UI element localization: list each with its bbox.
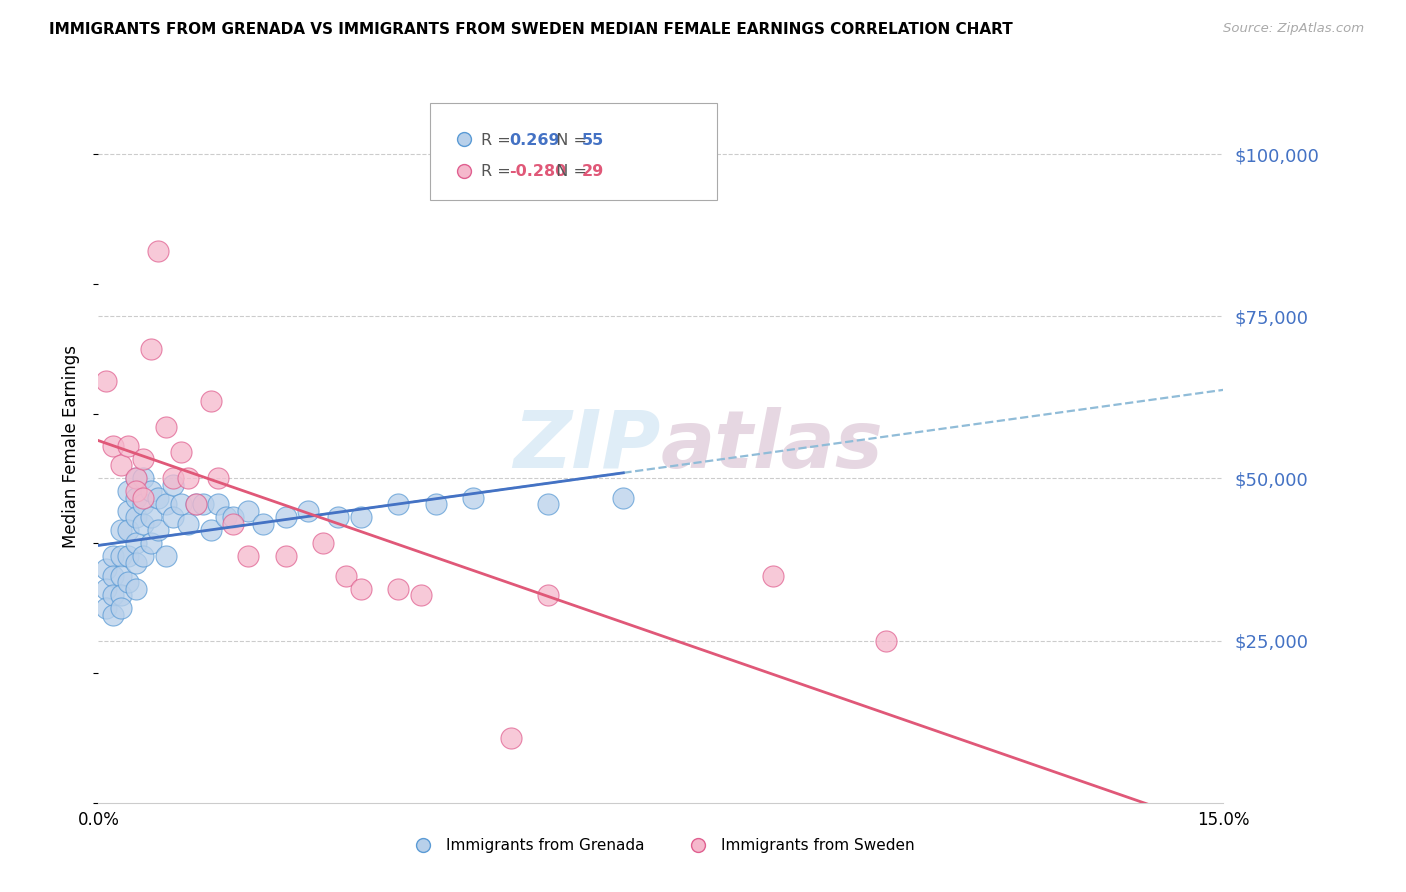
Point: [110, 568, 132, 582]
Point: [103, 607, 125, 622]
Point: [148, 491, 170, 505]
Point: [117, 484, 139, 499]
Text: N =: N =: [546, 164, 592, 179]
Text: R =: R =: [481, 164, 516, 179]
Point: [132, 516, 155, 531]
Point: [155, 419, 177, 434]
Point: [297, 504, 319, 518]
Point: [238, 549, 260, 564]
Point: [110, 524, 132, 538]
Point: [200, 393, 222, 408]
Point: [125, 556, 148, 570]
Point: [103, 568, 125, 582]
Text: R =: R =: [481, 133, 516, 148]
Point: [162, 510, 184, 524]
Text: ZIP: ZIP: [513, 407, 661, 485]
Point: [94, 601, 117, 615]
Point: [132, 549, 155, 564]
Point: [328, 510, 350, 524]
Point: [350, 582, 373, 596]
Point: [125, 471, 148, 485]
Point: [274, 510, 297, 524]
Point: [132, 452, 155, 467]
Point: [875, 633, 897, 648]
Point: [94, 374, 117, 388]
Point: [350, 510, 373, 524]
Point: [125, 510, 148, 524]
Point: [117, 549, 139, 564]
Text: N =: N =: [546, 133, 592, 148]
Text: 0.269: 0.269: [509, 133, 560, 148]
Point: [463, 491, 485, 505]
Point: [537, 497, 560, 511]
Point: [193, 497, 215, 511]
Point: [184, 497, 207, 511]
Point: [762, 568, 785, 582]
Point: [222, 510, 245, 524]
Point: [207, 497, 229, 511]
Point: [110, 601, 132, 615]
Point: [184, 497, 207, 511]
Point: [125, 484, 148, 499]
Point: [139, 510, 162, 524]
Point: [139, 536, 162, 550]
Point: [215, 510, 238, 524]
Point: [170, 445, 193, 459]
FancyBboxPatch shape: [430, 103, 717, 200]
Point: [132, 471, 155, 485]
Point: [387, 497, 409, 511]
Point: [132, 497, 155, 511]
Point: [117, 504, 139, 518]
Text: 55: 55: [582, 133, 605, 148]
Y-axis label: Median Female Earnings: Median Female Earnings: [62, 344, 80, 548]
Point: [117, 524, 139, 538]
Point: [162, 471, 184, 485]
Point: [117, 439, 139, 453]
Point: [110, 588, 132, 602]
Point: [110, 458, 132, 473]
Point: [103, 588, 125, 602]
Point: [612, 491, 634, 505]
Point: [125, 582, 148, 596]
Text: Source: ZipAtlas.com: Source: ZipAtlas.com: [1223, 22, 1364, 36]
Point: [110, 549, 132, 564]
Point: [177, 471, 200, 485]
Legend: Immigrants from Grenada, Immigrants from Sweden: Immigrants from Grenada, Immigrants from…: [401, 832, 921, 859]
Point: [125, 491, 148, 505]
Point: [132, 491, 155, 505]
Point: [335, 568, 357, 582]
Point: [200, 524, 222, 538]
Point: [155, 497, 177, 511]
Point: [103, 439, 125, 453]
Point: [222, 516, 245, 531]
Point: [238, 504, 260, 518]
Point: [155, 549, 177, 564]
Text: -0.280: -0.280: [509, 164, 567, 179]
Point: [94, 582, 117, 596]
Point: [139, 484, 162, 499]
Point: [312, 536, 335, 550]
Point: [207, 471, 229, 485]
Point: [125, 536, 148, 550]
Point: [139, 342, 162, 356]
Point: [162, 478, 184, 492]
Point: [409, 588, 432, 602]
Text: IMMIGRANTS FROM GRENADA VS IMMIGRANTS FROM SWEDEN MEDIAN FEMALE EARNINGS CORRELA: IMMIGRANTS FROM GRENADA VS IMMIGRANTS FR…: [49, 22, 1012, 37]
Point: [170, 497, 193, 511]
Point: [537, 588, 560, 602]
Point: [94, 562, 117, 576]
Point: [499, 731, 522, 745]
Point: [148, 244, 170, 259]
Point: [177, 516, 200, 531]
Point: [274, 549, 297, 564]
Point: [387, 582, 409, 596]
Point: [252, 516, 274, 531]
Point: [148, 524, 170, 538]
Text: atlas: atlas: [661, 407, 883, 485]
Point: [425, 497, 447, 511]
Point: [103, 549, 125, 564]
Text: 29: 29: [582, 164, 605, 179]
Point: [117, 575, 139, 590]
Point: [125, 471, 148, 485]
